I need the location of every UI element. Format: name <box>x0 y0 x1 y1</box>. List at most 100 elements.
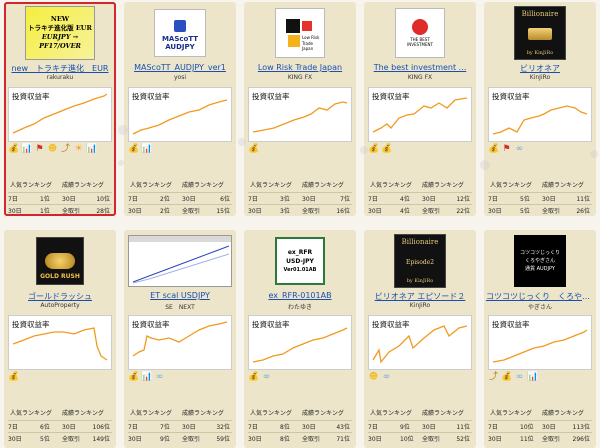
badge-icons: 💰 📊 ∞ <box>128 372 232 400</box>
period-label: 30日 <box>368 208 382 215</box>
thumbnail[interactable]: Billionaire by KinJiRo <box>514 6 566 60</box>
popular-rank-30d: 5位 <box>520 208 530 215</box>
ranking-card[interactable]: GOLD RUSH ゴールドラッシュ AutoProperty 投資収益率 💰 … <box>4 230 116 448</box>
thumbnail[interactable]: MAScoTT AUDJPY <box>154 9 206 57</box>
period-label: 30日 <box>248 436 262 443</box>
period-label: 7日 <box>248 196 258 203</box>
ranking-card[interactable]: ET scal USDJPY SE NEXT 投資収益率 💰 📊 ∞ 人気ランキング… <box>124 230 236 448</box>
money-bag-icon: 💰 <box>501 372 513 382</box>
performance-rank-30d: 32位 <box>216 424 230 431</box>
return-chart[interactable]: 投資収益率 <box>8 87 112 142</box>
ea-title-link[interactable]: ex_RFR-0101AB <box>268 291 332 300</box>
popular-rank-30d: 8位 <box>280 436 290 443</box>
performance-ranking-header: 成績ランキング <box>422 182 464 189</box>
thumbnail[interactable]: コツコツじっくり くろやぎさん 通貨 AUDJPY <box>514 235 566 287</box>
popular-rank-30d: 2位 <box>160 208 170 215</box>
period-label: 30日 <box>182 196 196 203</box>
thumbnail[interactable]: GOLD RUSH <box>36 237 84 285</box>
return-chart[interactable]: 投資収益率 <box>368 315 472 370</box>
thumbnail[interactable]: Billionaire Episode2 by KinJiRo <box>394 234 446 288</box>
ea-title-link[interactable]: ビリオネア エピソード２ <box>374 292 466 301</box>
return-chart[interactable]: 投資収益率 <box>368 87 472 142</box>
ea-title-link[interactable]: MAScoTT_AUDJPY_ver1 <box>134 63 226 72</box>
period-label: 全取引 <box>422 208 441 215</box>
badge-icons: 💰 ∞ <box>248 372 352 400</box>
ranking-card[interactable]: Billionaire Episode2 by KinJiRo ビリオネア エピ… <box>364 230 476 448</box>
return-line <box>492 105 588 135</box>
return-line <box>252 101 348 133</box>
ea-title-link[interactable]: The best investment ... <box>373 63 467 72</box>
return-chart[interactable]: 投資収益率 <box>488 315 592 370</box>
chart-label: 投資収益率 <box>492 320 530 329</box>
performance-ranking-header: 成績ランキング <box>182 182 224 189</box>
return-line <box>132 99 228 135</box>
period-label: 30日 <box>368 436 382 443</box>
chart-label: 投資収益率 <box>492 92 530 101</box>
chart-label: 投資収益率 <box>132 92 170 101</box>
period-label: 30日 <box>128 436 142 443</box>
face-icon: ☻ <box>47 144 58 154</box>
popular-ranking-header: 人気ランキング <box>130 182 172 189</box>
return-chart[interactable]: 投資収益率 <box>8 315 112 370</box>
period-label: 7日 <box>368 196 378 203</box>
ranking-card[interactable]: Low Risk Trade Japan Low Risk Trade Japa… <box>244 2 356 216</box>
ranking-card[interactable]: ex_RFR USD-JPY Ver01.01AB ex_RFR-0101AB … <box>244 230 356 448</box>
return-chart-svg <box>132 321 228 357</box>
ranking-card[interactable]: コツコツじっくり くろやぎさん 通貨 AUDJPY コツコツじっくり くろやぎ.… <box>484 230 596 448</box>
performance-rank-30d: 11位 <box>456 424 470 431</box>
period-label: 7日 <box>128 196 138 203</box>
popular-rank-30d: 3位 <box>280 208 290 215</box>
return-chart[interactable]: 投資収益率 <box>488 87 592 142</box>
popular-rank-7d: 2位 <box>160 196 170 203</box>
thumbnail[interactable]: NEW トラキチ進化版 EUR EURJPY → PF17/OVER <box>25 6 95 60</box>
popular-rank-7d: 8位 <box>280 424 290 431</box>
performance-ranking-header: 成績ランキング <box>302 410 344 417</box>
background-dot <box>480 160 490 170</box>
period-label: 7日 <box>368 424 378 431</box>
performance-rank-30d: 11位 <box>576 196 590 203</box>
thumbnail[interactable]: Low Risk Trade Japan <box>275 8 325 58</box>
popular-ranking-header: 人気ランキング <box>250 410 292 417</box>
ea-title-link[interactable]: ビリオネア <box>520 64 560 73</box>
period-label: 7日 <box>488 196 498 203</box>
return-chart[interactable]: 投資収益率 <box>128 87 232 142</box>
trend-icon: ⤴ <box>60 144 70 154</box>
ea-title-link[interactable]: ゴールドラッシュ <box>28 292 92 301</box>
return-chart[interactable]: 投資収益率 <box>248 87 352 142</box>
glasses-icon: ∞ <box>515 372 524 382</box>
thumbnail[interactable] <box>128 235 232 287</box>
ranking-card[interactable]: MAScoTT AUDJPY MAScoTT_AUDJPY_ver1 yosi … <box>124 2 236 216</box>
blue-chart-icon: 📊 <box>141 144 153 154</box>
thumb-text: Low Risk <box>302 35 320 40</box>
gold-coins-icon <box>45 253 75 269</box>
glasses-icon: ∞ <box>262 372 271 382</box>
ranking-card[interactable]: NEW トラキチ進化版 EUR EURJPY → PF17/OVER new ト… <box>4 2 116 216</box>
popular-rank-7d: 10位 <box>520 424 534 431</box>
period-label: 7日 <box>128 424 138 431</box>
popular-rank-30d: 1位 <box>40 208 50 215</box>
ranking-card[interactable]: THE BEST INVESTMENT The best investment … <box>364 2 476 216</box>
return-chart[interactable]: 投資収益率 <box>248 315 352 370</box>
popular-rank-30d: 4位 <box>400 208 410 215</box>
return-chart-svg <box>132 99 228 135</box>
thumbnail[interactable]: THE BEST INVESTMENT <box>395 8 445 58</box>
thumb-text: by KinJiRo <box>526 50 554 56</box>
ranking-card[interactable]: Billionaire by KinJiRo ビリオネア KinJiRo 投資収… <box>484 2 596 216</box>
return-chart-svg <box>492 329 588 363</box>
return-chart[interactable]: 投資収益率 <box>128 315 232 370</box>
popular-rank-30d: 10位 <box>400 436 414 443</box>
performance-ranking-header: 成績ランキング <box>62 410 104 417</box>
money-bag-icon: 💰 <box>381 144 393 154</box>
ea-title-link[interactable]: ET scal USDJPY <box>150 291 210 300</box>
ea-title-link[interactable]: コツコツじっくり くろやぎ... <box>486 292 594 301</box>
period-label: 30日 <box>488 436 502 443</box>
performance-ranking-header: 成績ランキング <box>182 410 224 417</box>
money-bag-icon: 💰 <box>128 372 140 382</box>
money-bag-icon: 💰 <box>368 144 380 154</box>
ea-title-link[interactable]: new トラキチ進化 EUR <box>11 64 109 73</box>
author-name: yosi <box>173 74 186 81</box>
money-bag-icon: 💰 <box>488 144 500 154</box>
thumbnail[interactable]: ex_RFR USD-JPY Ver01.01AB <box>275 237 325 285</box>
ea-title-link[interactable]: Low Risk Trade Japan <box>257 63 343 72</box>
period-label: 30日 <box>542 196 556 203</box>
